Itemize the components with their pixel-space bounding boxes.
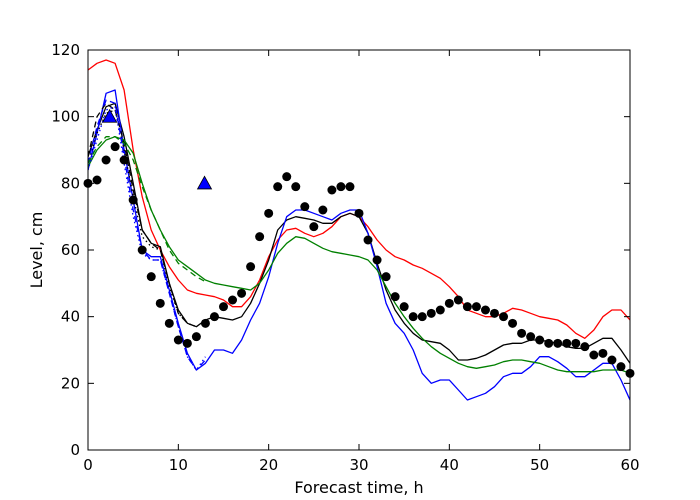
observation-point [589, 350, 599, 360]
observation-point [291, 182, 301, 192]
observation-point [318, 205, 328, 215]
y-tick-label: 0 [70, 441, 80, 459]
observation-point [535, 335, 545, 345]
observation-point [191, 332, 201, 342]
triangle-marker [196, 175, 213, 190]
observation-point [490, 308, 499, 318]
observation-point [354, 208, 364, 218]
observation-point [553, 338, 563, 348]
observation-point [408, 312, 418, 322]
observation-point [273, 182, 283, 192]
series-line-6 [88, 99, 206, 371]
observation-point [480, 305, 490, 315]
x-tick-label: 20 [259, 456, 278, 474]
y-tick-label: 80 [61, 174, 80, 192]
series-line-4 [88, 102, 197, 328]
observation-point [571, 338, 581, 348]
observation-point [101, 155, 111, 165]
observation-point [219, 302, 228, 312]
observation-point [598, 348, 608, 358]
observation-point [209, 312, 219, 322]
x-tick-label: 60 [620, 456, 639, 474]
observation-point [372, 255, 382, 265]
y-tick-label: 20 [61, 374, 80, 392]
observation-point [327, 185, 337, 195]
observation-point [173, 335, 183, 345]
x-tick-label: 30 [349, 456, 368, 474]
triangle-marker [102, 108, 118, 123]
observation-point [453, 295, 463, 305]
observation-point [155, 298, 165, 308]
observation-point [309, 222, 319, 232]
x-tick-label: 40 [440, 456, 459, 474]
observation-point [119, 155, 129, 165]
y-tick-label: 40 [61, 308, 80, 326]
observation-point [282, 172, 292, 182]
x-tick-label: 50 [530, 456, 549, 474]
observation-point [228, 295, 238, 305]
observation-point [345, 182, 355, 192]
observation-point [526, 332, 536, 342]
y-tick-label: 120 [51, 41, 80, 59]
marker-layer [83, 108, 635, 378]
observation-point [390, 292, 400, 302]
observation-point [517, 328, 527, 338]
observation-point [110, 142, 120, 152]
y-tick-label: 60 [61, 241, 80, 259]
observation-point [146, 272, 156, 282]
observation-point [580, 342, 590, 352]
observation-point [607, 355, 617, 365]
observation-point [616, 362, 626, 372]
series-line-3 [88, 136, 630, 374]
observation-point [381, 272, 391, 282]
observation-point [508, 318, 518, 328]
observation-point [255, 232, 265, 242]
series-line-7 [88, 106, 206, 371]
observation-point [417, 312, 427, 322]
observation-point [336, 182, 346, 192]
observation-point [399, 302, 409, 312]
y-tick-label: 100 [51, 108, 80, 126]
observation-point [462, 302, 472, 312]
plot-area [88, 50, 630, 450]
observation-point [435, 305, 445, 315]
observation-point [237, 288, 247, 298]
observation-point [164, 318, 174, 328]
observation-point [246, 262, 256, 272]
observation-point [426, 308, 436, 318]
x-tick-label: 10 [169, 456, 188, 474]
observation-point [471, 302, 481, 312]
observation-point [137, 245, 147, 255]
observation-point [300, 202, 310, 212]
y-axis-title: Level, cm [27, 212, 46, 289]
series-line-8 [88, 136, 206, 283]
observation-point [544, 338, 554, 348]
x-axis-title: Forecast time, h [294, 478, 423, 497]
observation-point [200, 318, 210, 328]
observation-point [562, 338, 572, 348]
observation-point [499, 312, 509, 322]
x-tick-label: 0 [83, 456, 93, 474]
observation-point [92, 175, 102, 185]
observation-point [363, 235, 373, 245]
x-axis: 0 10 20 30 40 50 60 [83, 50, 640, 474]
observation-point [264, 208, 274, 218]
y-axis: 0 20 40 60 80 100 120 [51, 41, 630, 459]
observation-point [128, 195, 138, 205]
observation-point [444, 298, 454, 308]
observation-point [182, 338, 192, 348]
